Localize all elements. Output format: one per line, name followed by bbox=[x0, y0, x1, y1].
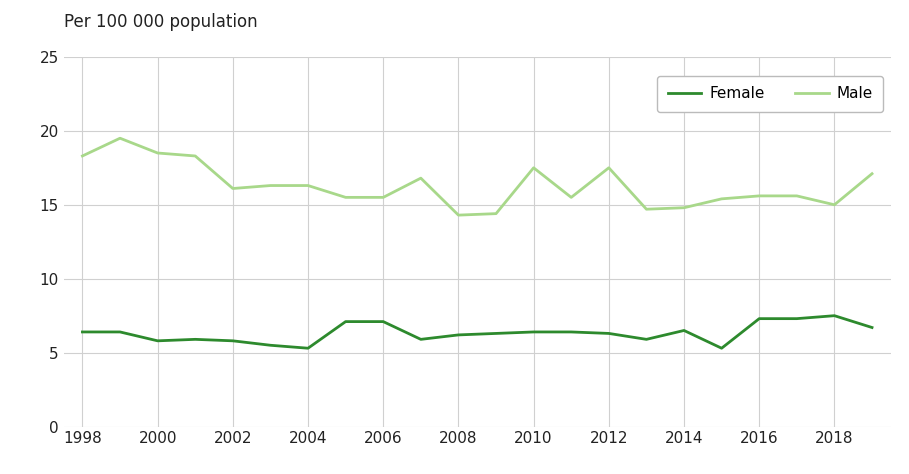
Male bbox=[641, 206, 652, 212]
Legend: Female, Male: Female, Male bbox=[657, 76, 884, 112]
Female bbox=[641, 337, 652, 342]
Male bbox=[866, 171, 877, 176]
Male bbox=[716, 196, 727, 202]
Male bbox=[115, 136, 125, 141]
Female bbox=[528, 329, 539, 335]
Female bbox=[152, 338, 163, 344]
Female bbox=[604, 330, 614, 336]
Male bbox=[77, 153, 88, 159]
Female bbox=[227, 338, 238, 344]
Female bbox=[491, 330, 502, 336]
Text: Per 100 000 population: Per 100 000 population bbox=[64, 13, 257, 31]
Female bbox=[77, 329, 88, 335]
Female bbox=[829, 313, 840, 319]
Male bbox=[378, 194, 389, 200]
Male bbox=[227, 186, 238, 191]
Male bbox=[604, 165, 614, 171]
Female bbox=[415, 337, 426, 342]
Female bbox=[866, 325, 877, 330]
Line: Male: Male bbox=[83, 138, 872, 215]
Female bbox=[378, 319, 389, 324]
Male bbox=[565, 194, 576, 200]
Female bbox=[716, 346, 727, 351]
Male bbox=[792, 193, 803, 199]
Male bbox=[829, 202, 840, 208]
Female bbox=[265, 342, 276, 348]
Female bbox=[453, 332, 464, 338]
Male bbox=[152, 150, 163, 156]
Line: Female: Female bbox=[83, 316, 872, 348]
Female bbox=[679, 328, 690, 333]
Male bbox=[491, 211, 502, 217]
Female bbox=[340, 319, 351, 324]
Male bbox=[754, 193, 764, 199]
Female bbox=[792, 316, 803, 321]
Male bbox=[265, 182, 276, 188]
Male bbox=[453, 212, 464, 218]
Male bbox=[528, 165, 539, 171]
Male bbox=[679, 205, 690, 210]
Female bbox=[190, 337, 201, 342]
Female bbox=[754, 316, 764, 321]
Male bbox=[190, 153, 201, 159]
Female bbox=[303, 346, 314, 351]
Female bbox=[565, 329, 576, 335]
Male bbox=[415, 175, 426, 181]
Male bbox=[340, 194, 351, 200]
Female bbox=[115, 329, 125, 335]
Male bbox=[303, 182, 314, 188]
